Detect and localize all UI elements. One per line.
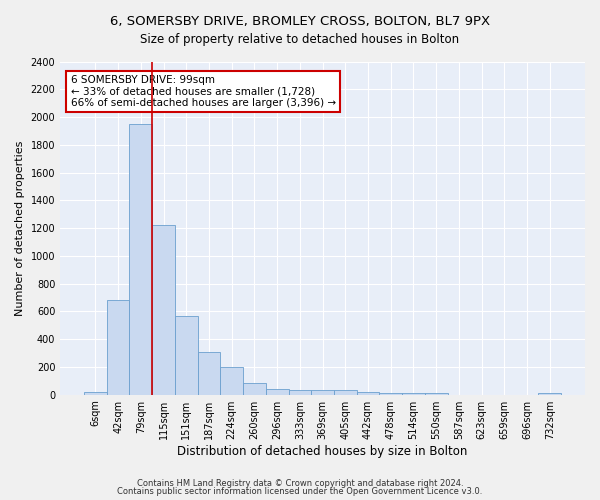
Bar [334,390,356,394]
Bar [175,316,197,394]
Bar [379,392,402,394]
Bar [130,124,152,394]
Bar [311,390,334,394]
Bar [152,226,175,394]
Bar [220,367,243,394]
Bar [84,392,107,394]
Text: Contains HM Land Registry data © Crown copyright and database right 2024.: Contains HM Land Registry data © Crown c… [137,478,463,488]
Bar [107,300,130,394]
Bar [356,392,379,394]
Bar [402,392,425,394]
Bar [266,389,289,394]
Bar [538,392,561,394]
Text: Size of property relative to detached houses in Bolton: Size of property relative to detached ho… [140,32,460,46]
Bar [289,390,311,394]
Y-axis label: Number of detached properties: Number of detached properties [15,140,25,316]
Text: 6, SOMERSBY DRIVE, BROMLEY CROSS, BOLTON, BL7 9PX: 6, SOMERSBY DRIVE, BROMLEY CROSS, BOLTON… [110,15,490,28]
Bar [197,352,220,395]
Text: 6 SOMERSBY DRIVE: 99sqm
← 33% of detached houses are smaller (1,728)
66% of semi: 6 SOMERSBY DRIVE: 99sqm ← 33% of detache… [71,75,336,108]
Text: Contains public sector information licensed under the Open Government Licence v3: Contains public sector information licen… [118,487,482,496]
Bar [425,392,448,394]
X-axis label: Distribution of detached houses by size in Bolton: Distribution of detached houses by size … [178,444,468,458]
Bar [243,383,266,394]
